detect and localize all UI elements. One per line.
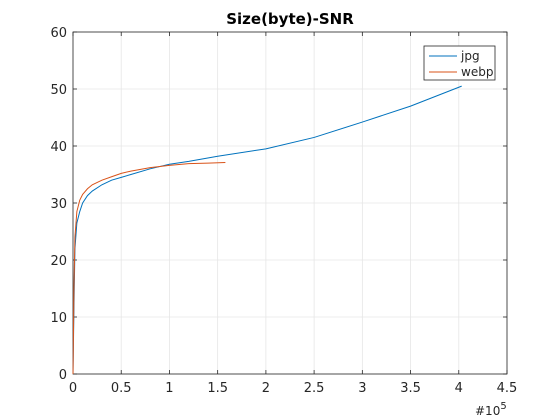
series-lines xyxy=(72,85,462,375)
x-tick-label: 1.5 xyxy=(207,381,228,396)
x-tick-label: 4.5 xyxy=(497,381,518,396)
x-axis-exponent-power: 5 xyxy=(500,401,506,412)
x-axis-exponent-base: #10 xyxy=(475,404,500,418)
y-tick-label: 10 xyxy=(50,311,67,326)
x-axis-exponent: #105 xyxy=(475,401,507,418)
legend: jpg webp xyxy=(423,45,496,81)
x-tick-label: 3 xyxy=(358,381,366,396)
legend-label-jpg: jpg xyxy=(460,49,480,63)
x-tick-label: 2 xyxy=(262,381,270,396)
chart-title: Size(byte)-SNR xyxy=(226,10,354,28)
legend-label-webp: webp xyxy=(461,65,493,79)
y-tick-label: 50 xyxy=(50,83,67,98)
x-tick-label: 0.5 xyxy=(111,381,132,396)
legend-box xyxy=(423,45,496,81)
x-tick-label: 0 xyxy=(69,381,77,396)
series-line-jpg xyxy=(72,85,462,375)
axis-ticks: 0 0.5 1 1.5 2 2.5 3 3.5 4 4.5 0 10 20 30 40 50 60 xyxy=(50,26,517,396)
y-tick-label: 20 xyxy=(50,254,67,269)
y-tick-label: 0 xyxy=(59,368,67,383)
x-tick-label: 4 xyxy=(455,381,463,396)
y-tick-label: 60 xyxy=(50,26,67,41)
series-line-webp xyxy=(72,162,226,375)
x-tick-label: 1 xyxy=(165,381,173,396)
y-tick-label: 30 xyxy=(50,197,67,212)
x-tick-label: 3.5 xyxy=(400,381,421,396)
x-tick-label: 2.5 xyxy=(304,381,325,396)
y-tick-label: 40 xyxy=(50,140,67,155)
